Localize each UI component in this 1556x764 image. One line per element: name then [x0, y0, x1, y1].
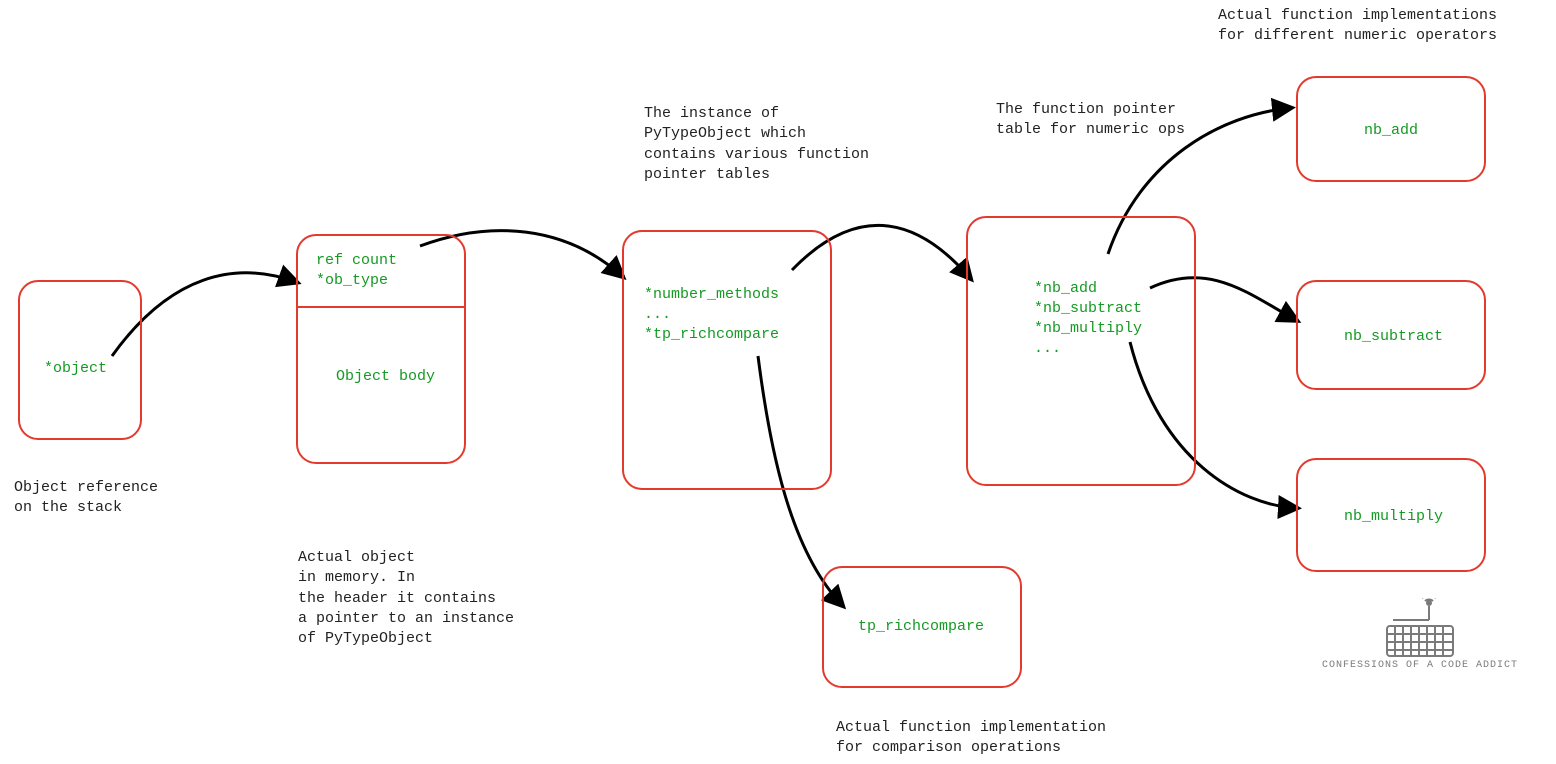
- node-text: nb_subtract: [1344, 326, 1443, 347]
- node-text: nb_add: [1364, 120, 1418, 141]
- node-actual-object: ref count*ob_type Object body: [296, 234, 466, 464]
- node-pytype: *number_methods...*tp_richcompare: [622, 230, 832, 490]
- node-text: *tp_richcompare: [644, 324, 779, 345]
- node-text: ...: [644, 304, 671, 325]
- node-number-table: *nb_add*nb_subtract*nb_multiply...: [966, 216, 1196, 486]
- node-text: ...: [1034, 338, 1061, 359]
- node-text: *nb_add: [1034, 278, 1097, 299]
- watermark: CONFESSIONS OF A CODE ADDICT: [1320, 598, 1520, 671]
- caption-num-ops: The function pointer table for numeric o…: [996, 100, 1185, 141]
- caption-obj-memory: Actual object in memory. In the header i…: [298, 548, 514, 649]
- caption-stack-ref: Object reference on the stack: [14, 478, 158, 519]
- node-text: tp_richcompare: [858, 616, 984, 637]
- keyboard-icon: [1385, 598, 1455, 658]
- node-text: nb_multiply: [1344, 506, 1443, 527]
- diagram-stage: *object ref count*ob_type Object body *nu…: [0, 0, 1556, 764]
- node-text: Object body: [336, 366, 435, 387]
- node-object-ref: *object: [18, 280, 142, 440]
- node-text: *number_methods: [644, 284, 779, 305]
- node-nb-multiply: nb_multiply: [1296, 458, 1486, 572]
- node-text: *object: [44, 358, 107, 379]
- caption-cmp-impl: Actual function implementation for compa…: [836, 718, 1106, 759]
- watermark-text: CONFESSIONS OF A CODE ADDICT: [1322, 660, 1518, 671]
- node-text: ref count: [316, 250, 397, 271]
- node-text: *nb_multiply: [1034, 318, 1142, 339]
- caption-pytype: The instance of PyTypeObject which conta…: [644, 104, 869, 185]
- node-nb-add: nb_add: [1296, 76, 1486, 182]
- node-nb-subtract: nb_subtract: [1296, 280, 1486, 390]
- node-tp-richcompare: tp_richcompare: [822, 566, 1022, 688]
- node-text: *ob_type: [316, 270, 388, 291]
- node-divider: [298, 306, 464, 308]
- caption-actual-impls: Actual function implementations for diff…: [1218, 6, 1497, 47]
- node-text: *nb_subtract: [1034, 298, 1142, 319]
